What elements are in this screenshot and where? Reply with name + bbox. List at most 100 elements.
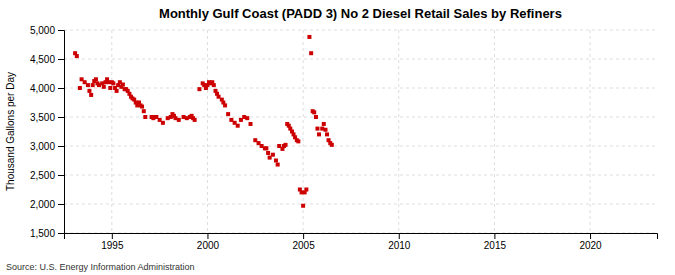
x-tick-label: 2015 (484, 240, 507, 251)
point (266, 151, 270, 155)
point (309, 51, 313, 55)
point (108, 86, 112, 90)
point (323, 128, 327, 132)
grid-line (64, 175, 657, 176)
point (143, 115, 147, 119)
y-tick: 1,500 (30, 228, 64, 239)
x-tick: 1995 (101, 233, 124, 251)
y-tick-mark (58, 146, 64, 147)
point (121, 83, 125, 87)
x-tick-mark (112, 233, 113, 239)
y-tick: 5,000 (30, 25, 64, 36)
y-tick-label: 4,500 (30, 54, 55, 65)
x-tick: 2005 (292, 233, 315, 251)
plot-area: 1995 2000 2005 2010 2015 2020 1,500 2,000 2,500 3… (30, 25, 658, 251)
point (249, 122, 253, 126)
x-tick-label: 2020 (579, 240, 602, 251)
grid (64, 30, 657, 233)
point (304, 188, 308, 192)
point (325, 132, 329, 136)
y-tick-mark (58, 175, 64, 176)
x-tick: 2020 (579, 233, 602, 251)
point (236, 124, 240, 128)
grid-line (64, 30, 657, 31)
point (315, 127, 319, 131)
x-tick-label: 2010 (388, 240, 411, 251)
point (94, 77, 98, 81)
point (271, 153, 275, 157)
point (307, 35, 311, 39)
y-tick-mark (58, 88, 64, 89)
point (87, 89, 91, 93)
title: Monthly Gulf Coast (PADD 3) No 2 Diesel … (159, 6, 562, 21)
y-axis-label: Thousand Gallons per Day (5, 72, 16, 191)
x-tick-label: 1995 (101, 240, 124, 251)
x-tick-mark (590, 233, 591, 239)
grid-line (111, 30, 112, 233)
y-axis-line (58, 31, 65, 234)
y-tick: 3,000 (30, 141, 64, 152)
grid-line (303, 30, 304, 233)
x-axis: 1995 2000 2005 2010 2015 2020 (65, 233, 658, 251)
x-tick-mark (303, 233, 304, 239)
y-tick: 4,500 (30, 54, 64, 65)
x-tick-mark (399, 233, 400, 239)
point (102, 85, 106, 89)
point (322, 122, 326, 126)
y-tick-label: 2,500 (30, 170, 55, 181)
points (73, 35, 334, 208)
point (111, 81, 115, 85)
grid-line (64, 146, 657, 147)
point (274, 159, 278, 163)
y-tick: 3,500 (30, 112, 64, 123)
point (276, 163, 280, 167)
annotation: Source: U.S. Energy Information Administ… (6, 262, 195, 272)
point (142, 109, 146, 113)
point (86, 83, 90, 87)
point (312, 110, 316, 114)
y-tick-label: 3,000 (30, 141, 55, 152)
grid-line (494, 30, 495, 233)
y-tick-label: 1,500 (30, 228, 55, 239)
x-tick: 2015 (484, 233, 507, 251)
point (75, 54, 79, 58)
y-tick-label: 4,000 (30, 83, 55, 94)
x-tick-mark (494, 233, 495, 239)
grid-line (64, 204, 657, 205)
y-tick-mark (58, 117, 64, 118)
point (78, 86, 82, 90)
point (330, 143, 334, 147)
y-tick: 2,000 (30, 199, 64, 210)
point (223, 103, 227, 107)
y-tick-mark (58, 30, 64, 31)
x-tick-label: 2000 (197, 240, 220, 251)
y-tick: 4,000 (30, 83, 64, 94)
point (115, 89, 119, 93)
y-tick-mark (58, 59, 64, 60)
y-tick-label: 3,500 (30, 112, 55, 123)
point (89, 93, 93, 97)
y-axis: 1,500 2,000 2,500 3,000 3,500 4,000 4,500 5,000 (30, 25, 65, 239)
y-tick-mark (58, 233, 64, 234)
grid-line (207, 30, 208, 233)
point (314, 115, 318, 119)
point (284, 143, 288, 147)
y-tick: 2,500 (30, 170, 64, 181)
point (140, 105, 144, 109)
grid-line (64, 88, 657, 89)
point (296, 139, 300, 143)
point (226, 112, 230, 116)
x-tick: 2000 (197, 233, 220, 251)
y-tick-label: 2,000 (30, 199, 55, 210)
point (301, 204, 305, 208)
grid-line (64, 59, 657, 60)
point (193, 118, 197, 122)
x-tick-label: 2005 (292, 240, 315, 251)
point (245, 116, 249, 120)
x-tick-mark (207, 233, 208, 239)
point (91, 83, 95, 87)
grid-line (590, 30, 591, 233)
x-axis-line (65, 234, 658, 240)
point (161, 121, 165, 125)
chart: 1995 2000 2005 2010 2015 2020 1,500 2,000 2,500 3… (0, 0, 675, 275)
